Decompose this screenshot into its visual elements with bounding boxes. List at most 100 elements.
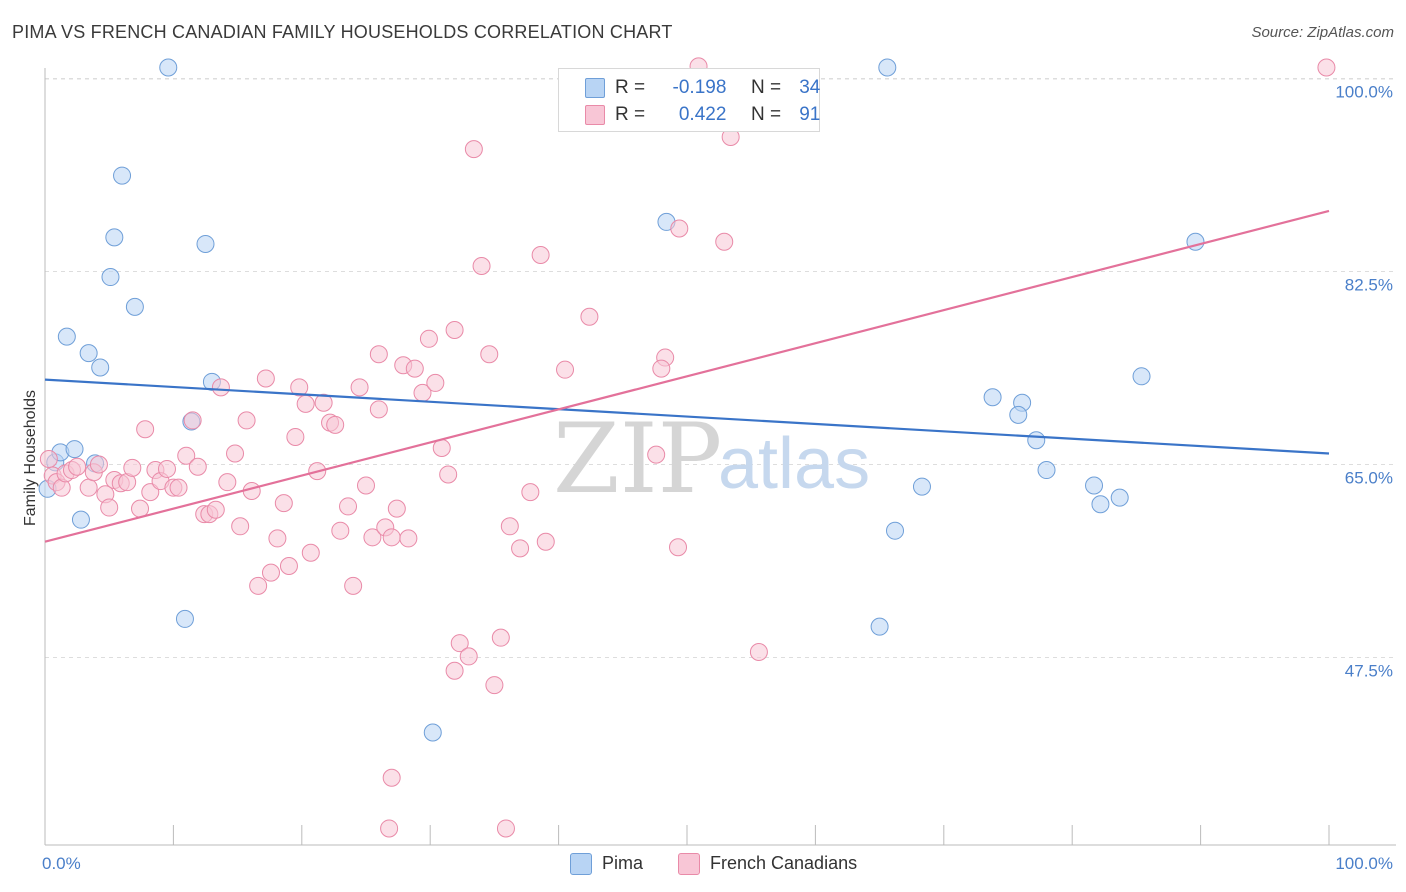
pima-legend-swatch [570, 853, 592, 875]
french-canadians-legend-swatch [678, 853, 700, 875]
french-canadians-point [296, 394, 315, 413]
pima-point [1037, 461, 1056, 480]
y-axis-label: Family Households [22, 390, 39, 526]
pima-point [886, 521, 905, 540]
pima-point [878, 58, 897, 77]
french-canadians-point [749, 643, 768, 662]
french-canadians-point [290, 378, 309, 397]
french-canadians-point [511, 539, 530, 558]
french-canadians-point [326, 415, 345, 434]
french-canadians-point [350, 378, 369, 397]
pima-point [159, 58, 178, 77]
french-canadians-point [141, 483, 160, 502]
french-canadians-point [256, 369, 275, 388]
pima-point [1110, 488, 1129, 507]
french-canadians-point [380, 819, 399, 838]
french-canadians-point [669, 538, 688, 557]
y-tick-label: 47.5% [1345, 662, 1393, 681]
french-canadians-point [286, 427, 305, 446]
french-canadians-point [344, 576, 363, 595]
french-canadians-point [89, 455, 108, 474]
chart-title: PIMA VS FRENCH CANADIAN FAMILY HOUSEHOLD… [12, 22, 673, 42]
french-canadians-point [399, 529, 418, 548]
stats-legend: R = -0.198 N = 34 R = 0.422 N = 91 [558, 68, 820, 132]
pima-point [870, 617, 889, 636]
french-canadians-swatch [585, 105, 605, 125]
french-canadians-point [500, 517, 519, 536]
french-canadians-point [357, 476, 375, 495]
french-canadians-point [387, 499, 406, 518]
french-canadians-point [211, 378, 230, 397]
pima-point [91, 358, 110, 377]
french-canadians-n-label: N = [750, 104, 782, 125]
french-canadians-point [491, 628, 510, 647]
french-canadians-point [363, 528, 382, 547]
y-tick-label: 100.0% [1335, 83, 1393, 102]
pima-point [105, 228, 124, 247]
pima-point [196, 234, 215, 253]
pima-point [113, 166, 132, 185]
french-canadians-point [279, 556, 298, 575]
pima-point [175, 609, 194, 628]
pima-n-label: N = [750, 77, 782, 98]
french-canadians-point [79, 478, 98, 497]
french-canadians-point [472, 257, 491, 276]
french-canadians-point [382, 528, 401, 547]
french-canadians-point [39, 450, 58, 469]
pima-point [1132, 367, 1151, 386]
y-tick-label: 65.0% [1345, 469, 1393, 488]
french-canadians-point [382, 768, 401, 787]
data-points [38, 57, 1336, 838]
french-canadians-point [439, 465, 458, 484]
pima-point [912, 477, 931, 496]
pima-r-value: -0.198 [672, 77, 727, 98]
pima-swatch [585, 78, 605, 98]
french-canadians-point [261, 563, 280, 582]
pima-n-value: 34 [799, 77, 821, 98]
french-canadians-trend-line [44, 209, 1330, 543]
french-canadians-point [496, 819, 515, 838]
french-canadians-point [580, 307, 599, 326]
pima-point [1085, 476, 1104, 495]
pima-point [1027, 431, 1046, 450]
tick-labels: 47.5% 65.0% 82.5% 100.0% 0.0% 100.0% [42, 83, 1393, 873]
axes [44, 68, 1396, 846]
french-canadians-point [188, 457, 207, 476]
pima-legend-label: Pima [602, 853, 644, 873]
pima-point [79, 344, 98, 363]
french-canadians-point [445, 661, 464, 680]
pima-point [71, 510, 90, 529]
french-canadians-point [531, 245, 550, 264]
pima-point [65, 440, 84, 459]
pima-point [125, 297, 144, 316]
y-tick-label: 82.5% [1345, 276, 1393, 295]
french-canadians-point [249, 576, 268, 595]
french-canadians-n-value: 91 [799, 104, 821, 125]
french-canadians-point [157, 459, 176, 478]
french-canadians-point [183, 411, 202, 430]
french-canadians-point [206, 500, 225, 519]
trend-lines [44, 209, 1330, 543]
french-canadians-point [331, 521, 350, 540]
french-canadians-point [169, 478, 188, 497]
french-canadians-point [123, 458, 142, 477]
french-canadians-point [536, 532, 555, 551]
french-canadians-point [647, 445, 666, 464]
french-canadians-point [68, 457, 87, 476]
french-canadians-point [231, 517, 250, 536]
french-canadians-point [419, 329, 438, 348]
french-canadians-point [369, 345, 388, 364]
french-canadians-point [369, 400, 388, 419]
french-canadians-point [652, 359, 671, 378]
french-canadians-point [459, 647, 478, 666]
french-canadians-point [339, 497, 358, 516]
pima-point [1009, 405, 1028, 424]
french-canadians-point [136, 420, 155, 439]
french-canadians-r-label: R = [615, 104, 646, 125]
x-tick-label: 0.0% [42, 854, 81, 873]
source-credit: Source: ZipAtlas.com [1251, 24, 1394, 41]
watermark-zip: ZIP [553, 403, 722, 515]
french-canadians-point [450, 634, 469, 653]
pima-point [1091, 495, 1110, 514]
